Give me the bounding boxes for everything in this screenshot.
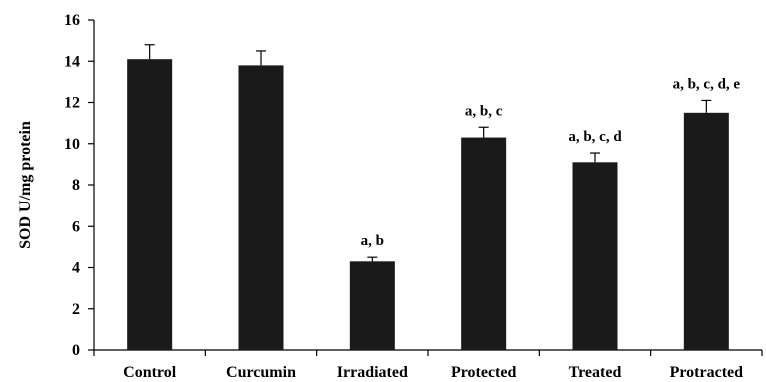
y-ticks: 0 2 4 6 8 10 12 14 16 [64, 12, 763, 359]
significance-label: a, b [361, 233, 384, 249]
x-tick-label: Protracted [670, 364, 744, 381]
significance-label: a, b, c [465, 103, 503, 119]
y-tick-label: 14 [64, 53, 80, 70]
y-tick-label: 12 [64, 95, 80, 112]
x-tick-label: Irradiated [337, 364, 408, 381]
x-tick-label: Control [123, 364, 177, 381]
y-tick-label: 8 [72, 177, 80, 194]
bar [461, 137, 507, 350]
y-tick-label: 10 [64, 136, 80, 153]
x-tick-labels: Control Curcumin Irradiated Protected Treate… [123, 364, 743, 381]
bar [238, 65, 284, 350]
y-tick-label: 0 [72, 342, 80, 359]
y-axis-label: SOD U/mg protein [17, 121, 34, 249]
bar [349, 261, 395, 350]
y-tick-label: 16 [64, 12, 80, 29]
error-bars [144, 44, 712, 262]
y-tick-label: 4 [72, 260, 80, 277]
axes [93, 20, 762, 351]
bars [127, 59, 729, 350]
y-tick-label: 6 [72, 218, 80, 235]
x-tick-label: Treated [569, 364, 622, 381]
significance-label: a, b, c, d, e [673, 76, 741, 92]
x-tick-label: Curcumin [226, 364, 296, 381]
bar [683, 112, 729, 350]
bar [572, 162, 618, 350]
bar [127, 59, 173, 350]
significance-annotations: a, b a, b, c a, b, c, d a, b, c, d, e [361, 76, 741, 249]
significance-label: a, b, c, d [568, 129, 622, 145]
x-tick-label: Protected [451, 364, 517, 381]
y-tick-label: 2 [72, 301, 80, 318]
